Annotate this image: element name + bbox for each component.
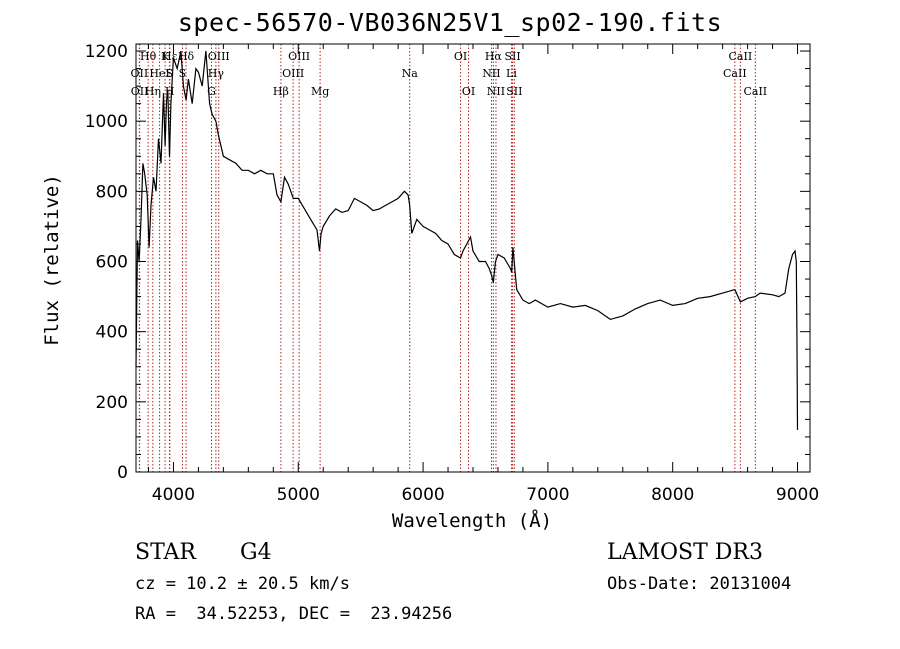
y-tick-label: 800 [96, 182, 128, 202]
x-tick-label: 6000 [401, 485, 444, 505]
y-tick-label: 1000 [85, 112, 128, 132]
spectral-line-label: OIII [288, 50, 310, 63]
object-subclass: G4 [240, 540, 272, 565]
spectral-line-label: Hγ [208, 67, 225, 80]
spectrum-line [135, 50, 799, 430]
spectral-line-label: Hε [162, 50, 178, 63]
spectral-line-label: G [207, 85, 216, 98]
spectral-line-label: Li [506, 67, 517, 80]
y-axis-label: Flux (relative) [41, 174, 63, 346]
spectral-line-label: NII [487, 85, 505, 98]
plot-frame [135, 43, 811, 473]
spectral-line-label: Hβ [273, 85, 289, 98]
spectral-line-label: Hη [145, 85, 161, 98]
y-tick-label: 400 [96, 323, 128, 343]
spectral-line-label: S [179, 67, 187, 80]
x-tick-label: 5000 [277, 485, 320, 505]
spectral-line-label: OIII [282, 67, 304, 80]
spectral-line-label: NII [482, 67, 500, 80]
spectral-line-label: Hθ [140, 50, 157, 63]
spectral-line-label: HeI [149, 67, 169, 80]
spectral-line-label: OII [131, 85, 149, 98]
spectral-line-label: SII [504, 50, 520, 63]
spectral-line-label: CaII [743, 85, 767, 98]
y-tick-label: 1200 [85, 42, 128, 62]
spectral-line-label: Hδ [178, 50, 195, 63]
object-class: STAR [135, 540, 196, 565]
spectral-line-label: OI [462, 85, 475, 98]
spectral-line-label: Hα [485, 50, 503, 63]
spectral-line-label: K [161, 50, 170, 63]
spectral-line-label: OII [131, 67, 149, 80]
spectral-line-label: H [165, 85, 175, 98]
x-tick-label: 7000 [526, 485, 569, 505]
x-tick-label: 9000 [776, 485, 819, 505]
x-tick-label: 8000 [651, 485, 694, 505]
spectral-line-label: Na [402, 67, 419, 80]
y-tick-label: 600 [96, 253, 128, 273]
spectral-line-label: SII [506, 85, 522, 98]
redshift-cz: cz = 10.2 ± 20.5 km/s [135, 574, 350, 594]
y-tick-label: 200 [96, 393, 128, 413]
y-tick-label: 0 [117, 463, 128, 483]
observation-date: Obs-Date: 20131004 [607, 574, 792, 594]
spectral-line-label: Mg [311, 85, 329, 98]
spectral-line-label: OIII [208, 50, 230, 63]
spectral-line-label: CaII [723, 67, 747, 80]
x-axis-label: Wavelength (Å) [391, 510, 553, 532]
spectral-line-label: S [166, 67, 174, 80]
survey-name: LAMOST DR3 [607, 540, 763, 565]
spectral-line-label: OI [454, 50, 467, 63]
spectral-line-label: CaII [729, 50, 753, 63]
chart-title: spec-56570-VB036N25V1_sp02-190.fits [177, 8, 723, 37]
sky-coordinates: RA = 34.52253, DEC = 23.94256 [135, 604, 453, 624]
x-tick-label: 4000 [152, 485, 195, 505]
